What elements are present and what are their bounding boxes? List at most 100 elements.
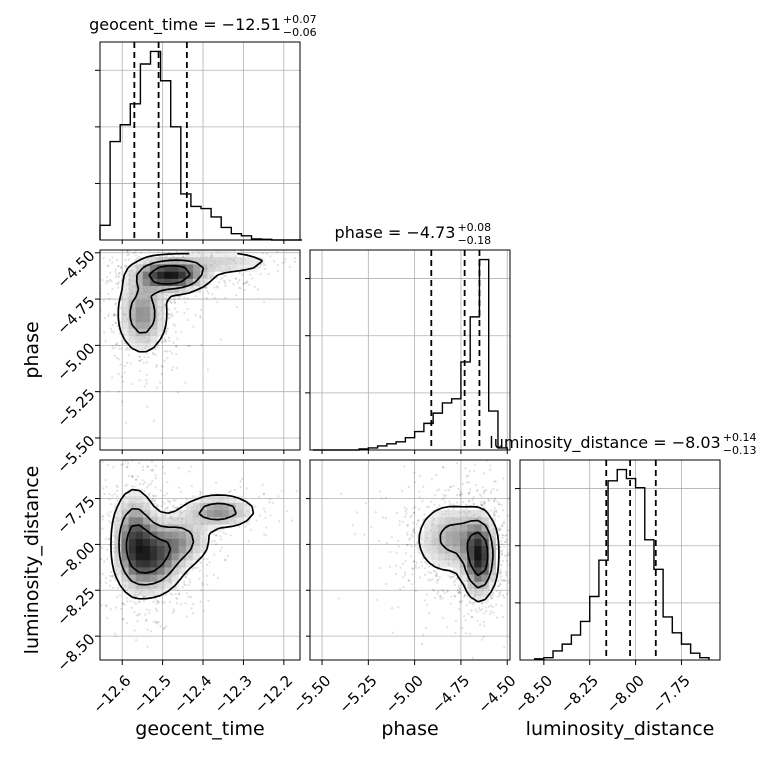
sample-point	[152, 419, 156, 422]
density-cell	[157, 292, 165, 301]
density-cell	[164, 271, 172, 279]
sample-point	[145, 595, 148, 598]
sample-point	[388, 565, 391, 568]
density-cell	[200, 545, 208, 554]
sample-point	[418, 576, 421, 579]
sample-point	[138, 462, 141, 465]
density-cell	[135, 538, 144, 547]
sample-point	[115, 484, 118, 487]
density-cell	[114, 531, 122, 539]
sample-point	[124, 264, 127, 267]
density-cell	[481, 517, 489, 525]
density-cell	[467, 524, 475, 532]
sample-point	[150, 499, 154, 502]
sample-point	[157, 601, 160, 604]
sample-point	[179, 503, 182, 506]
density-cell	[121, 524, 129, 532]
sample-point	[172, 499, 175, 502]
sample-point	[451, 484, 455, 487]
sample-point	[435, 474, 438, 477]
sample-point	[489, 612, 492, 616]
sample-point	[240, 250, 243, 253]
sample-point	[106, 390, 109, 393]
density-cell	[467, 567, 475, 575]
density-cell	[142, 335, 151, 344]
sample-point	[454, 619, 458, 623]
sample-point	[420, 564, 424, 567]
sample-point	[499, 578, 503, 581]
sample-point	[117, 344, 121, 348]
sample-point	[190, 607, 193, 610]
density-cell	[474, 545, 482, 554]
sample-point	[221, 528, 224, 531]
sample-point	[460, 600, 463, 603]
sample-point	[114, 302, 117, 305]
sample-point	[491, 605, 494, 608]
sample-point	[126, 348, 130, 351]
sample-point	[224, 282, 227, 285]
sample-point	[435, 581, 439, 584]
sample-point	[432, 569, 435, 573]
sample-point	[433, 597, 436, 600]
sample-point	[239, 485, 242, 489]
sample-point	[398, 520, 401, 523]
density-cell	[171, 531, 179, 539]
sample-point	[390, 607, 394, 610]
density-cell	[221, 510, 229, 518]
sample-point	[457, 487, 460, 491]
sample-point	[429, 571, 433, 575]
sample-point	[107, 264, 110, 268]
sample-point	[351, 524, 355, 527]
sample-point	[457, 591, 461, 595]
density-cell	[192, 524, 201, 532]
sample-point	[109, 579, 112, 582]
density-cell	[128, 524, 137, 532]
sample-point	[148, 492, 151, 495]
sample-point	[449, 485, 452, 489]
sample-point	[199, 600, 202, 603]
sample-point	[407, 538, 411, 541]
title-phase: phase = −4.73	[335, 223, 456, 242]
sample-point	[121, 380, 125, 383]
density-cell	[488, 524, 497, 532]
density-cell	[142, 545, 151, 554]
density-cell	[228, 257, 237, 265]
density-cell	[228, 517, 237, 525]
sample-point	[168, 317, 171, 320]
sample-point	[126, 588, 129, 592]
sample-point	[480, 500, 483, 503]
density-cell	[150, 545, 158, 554]
sample-point	[164, 332, 168, 335]
sample-point	[172, 323, 175, 326]
sample-point	[116, 495, 119, 498]
sample-point	[100, 557, 103, 561]
sample-point	[105, 275, 109, 279]
sample-point	[489, 490, 493, 493]
sample-point	[507, 497, 510, 500]
sample-point	[108, 537, 111, 540]
sample-point	[175, 250, 178, 254]
sample-point	[464, 618, 467, 622]
sample-point	[370, 525, 373, 529]
density-layer	[100, 250, 300, 450]
sample-point	[186, 297, 189, 300]
sample-point	[459, 490, 462, 494]
sample-point	[406, 533, 409, 536]
density-cell	[228, 264, 237, 272]
sample-point	[415, 523, 419, 526]
sample-point	[108, 258, 111, 262]
density-cell	[417, 538, 425, 547]
sample-point	[126, 483, 129, 486]
density-cell	[142, 321, 151, 329]
sample-point	[439, 597, 442, 600]
density-cell	[150, 285, 158, 294]
sample-point	[417, 519, 420, 522]
sample-point	[163, 601, 166, 604]
density-cell	[185, 250, 194, 258]
sample-point	[403, 506, 406, 509]
sample-point	[485, 609, 488, 613]
sample-point	[468, 488, 472, 491]
density-cell	[235, 517, 244, 525]
sample-point	[135, 254, 138, 257]
